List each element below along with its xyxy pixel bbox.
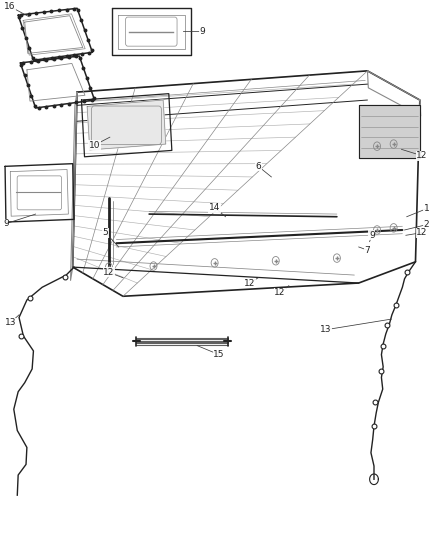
Polygon shape (87, 100, 166, 150)
Text: 15: 15 (213, 350, 225, 359)
Text: 5: 5 (102, 228, 108, 237)
Text: 12: 12 (103, 268, 115, 277)
Text: 9: 9 (200, 27, 205, 36)
Text: 16: 16 (4, 2, 15, 11)
Text: 9: 9 (3, 219, 9, 228)
Text: 10: 10 (89, 141, 100, 150)
Polygon shape (359, 106, 420, 158)
FancyBboxPatch shape (92, 106, 161, 144)
Text: 2: 2 (424, 220, 429, 229)
Text: 9: 9 (369, 231, 374, 240)
Text: 12: 12 (244, 279, 255, 287)
Text: 12: 12 (275, 288, 286, 297)
Text: 1: 1 (424, 204, 429, 213)
Text: 6: 6 (255, 162, 261, 171)
Text: 13: 13 (4, 318, 16, 327)
Text: 12: 12 (417, 151, 428, 160)
Text: 13: 13 (320, 325, 332, 334)
Text: 7: 7 (364, 246, 370, 255)
Text: 12: 12 (417, 228, 428, 237)
Text: 14: 14 (209, 203, 220, 212)
